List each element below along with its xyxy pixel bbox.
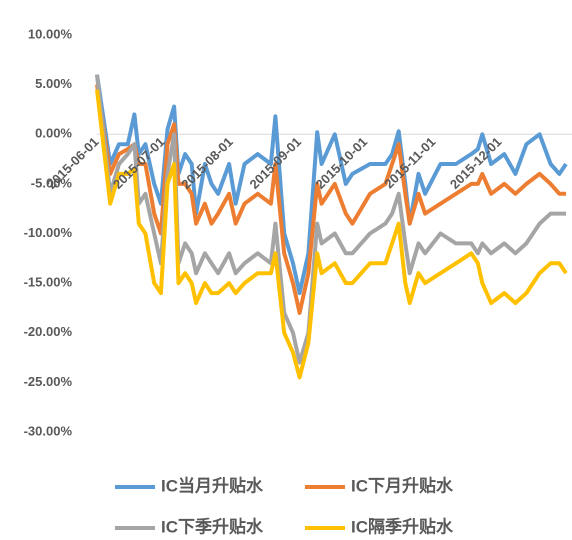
- x-tick-label: 2015-06-01: [44, 134, 102, 192]
- y-tick-label: -25.00%: [24, 374, 73, 389]
- y-tick-label: 10.00%: [28, 26, 73, 41]
- x-tick-label: 2015-08-01: [178, 134, 236, 192]
- y-tick-label: -15.00%: [24, 275, 73, 290]
- legend-label: IC当月升贴水: [161, 475, 264, 495]
- legend-label: IC下季升贴水: [161, 516, 264, 536]
- y-tick-label: -30.00%: [24, 423, 73, 438]
- legend-label: IC下月升贴水: [351, 475, 454, 495]
- y-tick-label: -5.00%: [31, 175, 73, 190]
- series-line: [95, 84, 566, 315]
- series-line: [95, 89, 568, 380]
- y-tick-label: 0.00%: [35, 126, 72, 141]
- y-tick-label: -20.00%: [24, 324, 73, 339]
- legend-label: IC隔季升贴水: [351, 516, 454, 536]
- y-tick-label: -10.00%: [24, 225, 73, 240]
- y-tick-label: 5.00%: [35, 76, 72, 91]
